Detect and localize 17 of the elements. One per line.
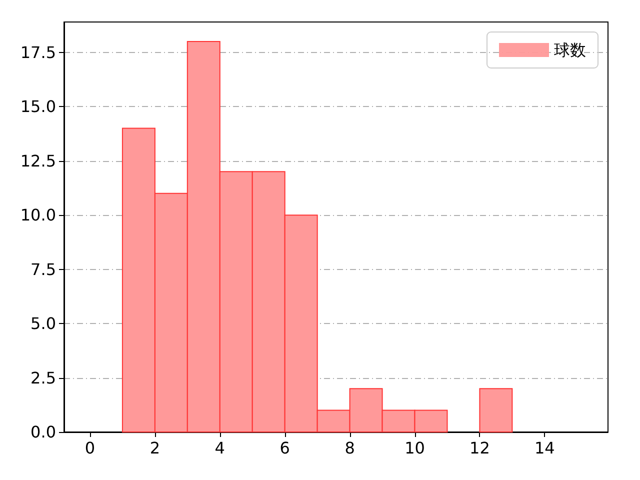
x-tick-label: 6 xyxy=(280,438,290,458)
y-tick-label: 17.5 xyxy=(20,42,56,62)
x-tick-label: 12 xyxy=(470,438,490,458)
y-tick-label: 5.0 xyxy=(30,314,56,334)
y-tick-label: 7.5 xyxy=(30,260,56,279)
y-tick-label: 12.5 xyxy=(20,151,56,170)
x-tick-label: 2 xyxy=(150,438,160,458)
x-tick-label: 0 xyxy=(84,438,96,458)
x-tick-label: 14 xyxy=(534,438,555,458)
x-tick-label: 10 xyxy=(404,438,425,458)
legend-label: 球数 xyxy=(554,40,586,60)
y-tick-label: 15.0 xyxy=(20,97,56,116)
x-tick-label: 8 xyxy=(344,438,355,458)
y-tick-label: 0.0 xyxy=(30,422,56,442)
x-tick-label: 4 xyxy=(214,438,225,458)
y-tick-label: 2.5 xyxy=(30,368,56,388)
y-tick-label: 10.0 xyxy=(20,206,56,225)
